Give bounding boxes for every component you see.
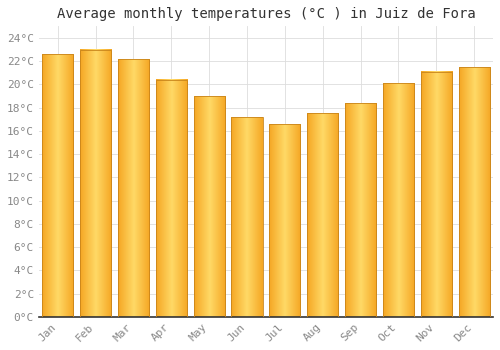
Bar <box>458 67 490 317</box>
Bar <box>232 117 262 317</box>
Bar <box>118 59 149 317</box>
Title: Average monthly temperatures (°C ) in Juiz de Fora: Average monthly temperatures (°C ) in Ju… <box>56 7 476 21</box>
Bar <box>194 96 224 317</box>
Bar <box>421 72 452 317</box>
Bar <box>345 103 376 317</box>
Bar <box>156 80 187 317</box>
Bar <box>270 124 300 317</box>
Bar <box>383 83 414 317</box>
Bar <box>307 113 338 317</box>
Bar <box>42 54 74 317</box>
Bar <box>80 49 111 317</box>
